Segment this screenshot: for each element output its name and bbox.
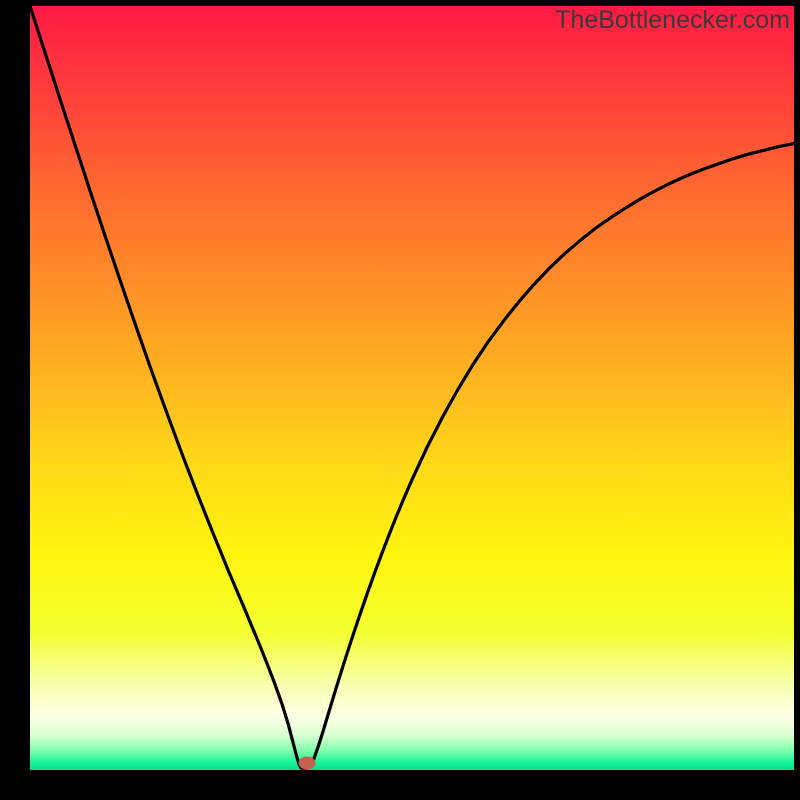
plot-area xyxy=(30,6,794,770)
plot-svg xyxy=(30,6,794,770)
figure-container: TheBottlenecker.com xyxy=(0,0,800,800)
gradient-background xyxy=(30,6,794,770)
watermark-text: TheBottlenecker.com xyxy=(555,6,790,35)
optimal-point-marker xyxy=(299,757,316,770)
